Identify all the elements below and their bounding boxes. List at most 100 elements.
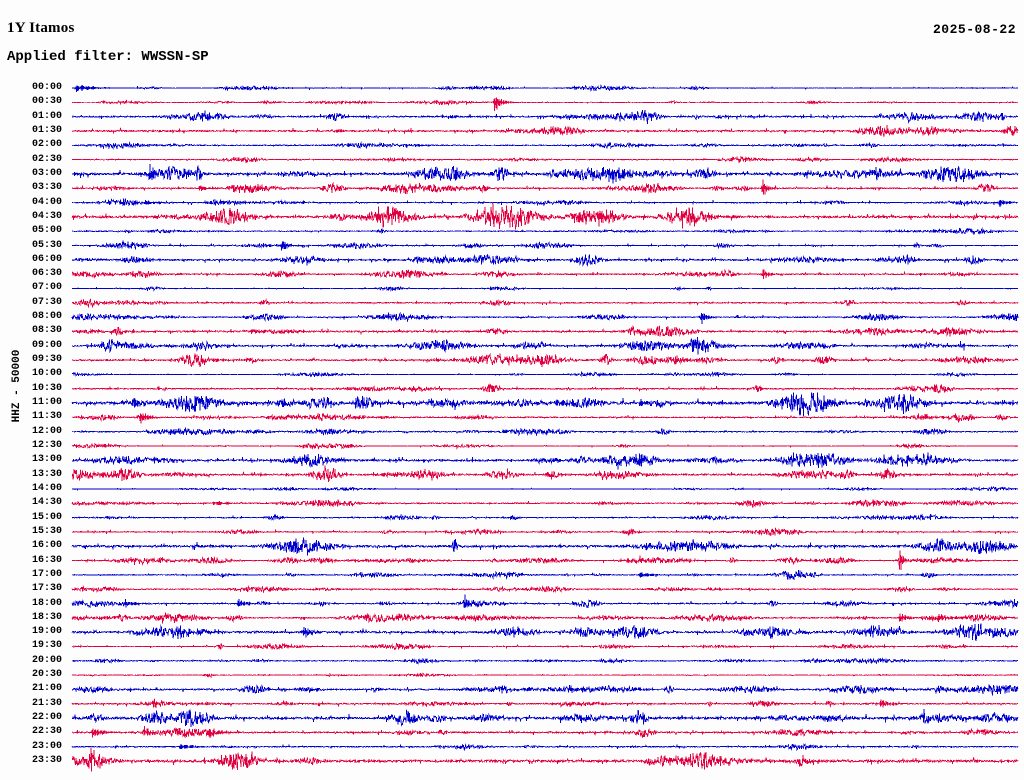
seismogram-trace — [71, 109, 1018, 125]
time-tick-label: 08:00 — [31, 311, 62, 323]
time-tick-label: 21:00 — [31, 683, 62, 695]
seismogram-trace — [71, 227, 1019, 236]
seismogram-trace — [71, 383, 1019, 394]
time-tick-label: 19:00 — [31, 626, 62, 638]
time-tick-label: 02:30 — [31, 153, 62, 165]
seismogram-trace — [72, 97, 1018, 111]
time-tick-label: 10:00 — [31, 368, 62, 380]
time-tick-label: 10:30 — [31, 382, 62, 394]
seismogram-trace — [71, 594, 1019, 609]
seismogram-trace — [71, 268, 1019, 280]
seismogram-trace — [71, 513, 1019, 522]
time-tick-label: 08:30 — [31, 325, 62, 337]
time-tick-label: 23:30 — [31, 755, 62, 767]
seismogram-trace — [71, 642, 1019, 651]
station-title: 1Y Itamos — [7, 20, 75, 36]
time-tick-label: 19:30 — [31, 640, 62, 652]
seismogram-trace — [72, 684, 1019, 696]
seismogram-trace — [71, 612, 1019, 624]
time-tick-label: 22:30 — [31, 726, 62, 738]
time-tick-label: 07:30 — [31, 296, 62, 308]
seismogram-trace — [71, 392, 1019, 417]
seismogram-trace — [71, 352, 1019, 368]
time-tick-label: 14:00 — [31, 482, 62, 494]
seismogram-trace — [71, 743, 1019, 752]
time-tick-label: 18:30 — [31, 611, 62, 623]
time-tick-label: 09:00 — [31, 339, 62, 351]
time-tick-label: 11:00 — [31, 397, 62, 409]
seismogram-trace — [71, 698, 1019, 709]
seismogram-trace — [71, 125, 1019, 137]
seismogram-trace — [71, 164, 1019, 184]
time-tick-label: 06:00 — [31, 253, 62, 265]
time-tick-label: 13:00 — [31, 454, 62, 466]
seismogram-trace — [71, 412, 1019, 424]
seismogram-trace — [71, 452, 1019, 470]
seismogram-trace — [71, 155, 1019, 164]
seismogram-trace — [71, 499, 1019, 508]
seismogram-trace — [71, 427, 1019, 437]
seismogram-trace — [71, 179, 1019, 195]
seismogram-trace — [71, 465, 1019, 483]
time-tick-label: 01:00 — [31, 110, 62, 122]
time-tick-label: 03:30 — [31, 182, 62, 194]
seismogram-trace — [71, 203, 1019, 230]
seismogram-trace — [71, 336, 1018, 355]
time-tick-label: 03:00 — [31, 167, 62, 179]
seismogram-trace — [71, 527, 1019, 537]
seismogram-trace — [71, 657, 1019, 665]
time-tick-label: 11:30 — [31, 411, 62, 423]
applied-filter-label: Applied filter: WWSSN-SP — [7, 49, 209, 65]
time-tick-label: 00:30 — [31, 96, 62, 108]
plot-date: 2025-08-22 — [932, 22, 1016, 37]
time-tick-label: 05:00 — [31, 225, 62, 237]
seismogram-trace — [71, 623, 1019, 641]
time-tick-label: 20:30 — [31, 669, 62, 681]
seismogram-trace — [71, 83, 1019, 93]
time-tick-label: 14:30 — [31, 497, 62, 509]
seismogram-trace — [71, 442, 1019, 450]
time-tick-label: 18:00 — [31, 597, 62, 609]
time-tick-label: 17:00 — [31, 568, 62, 580]
time-tick-label: 22:00 — [31, 712, 62, 724]
seismogram-trace — [71, 311, 1019, 325]
seismogram-trace — [71, 569, 1019, 580]
seismogram-trace — [71, 285, 1019, 292]
seismogram-trace — [71, 550, 1019, 571]
seismogram-trace — [71, 672, 1019, 679]
seismogram-trace — [72, 747, 1019, 772]
time-tick-label: 20:00 — [31, 654, 62, 666]
seismogram-trace — [71, 370, 1019, 378]
time-tick-label: 15:30 — [31, 525, 62, 537]
time-tick-label: 07:00 — [31, 282, 62, 294]
time-tick-label: 21:30 — [31, 697, 62, 709]
seismogram-trace — [71, 240, 1019, 251]
seismogram-trace — [71, 198, 1018, 208]
time-tick-label: 02:00 — [31, 139, 62, 151]
seismogram-trace — [72, 298, 1019, 309]
time-tick-label: 01:30 — [31, 124, 62, 136]
time-tick-label: 23:00 — [31, 740, 62, 752]
time-tick-label: 00:00 — [31, 82, 62, 93]
seismogram-trace — [71, 537, 1019, 556]
time-tick-label: 16:30 — [31, 554, 62, 566]
seismogram-trace — [71, 141, 1018, 150]
time-tick-label: 15:00 — [31, 511, 62, 523]
time-tick-label: 12:30 — [31, 440, 62, 451]
seismogram-trace — [71, 725, 1019, 739]
time-tick-label: 12:00 — [31, 425, 62, 437]
seismogram-trace — [71, 585, 1018, 594]
time-tick-label: 09:30 — [31, 354, 62, 366]
seismogram-trace — [71, 485, 1019, 493]
time-tick-label: 06:30 — [31, 268, 62, 280]
seismogram-trace — [71, 708, 1019, 727]
seismogram-trace — [71, 253, 1019, 267]
seismogram-trace — [71, 325, 1018, 337]
time-tick-label: 17:30 — [31, 583, 62, 595]
time-tick-label: 04:00 — [31, 196, 62, 208]
time-tick-label: 16:00 — [31, 540, 62, 552]
time-tick-label: 05:30 — [31, 239, 62, 251]
time-tick-label: 13:30 — [31, 468, 62, 480]
